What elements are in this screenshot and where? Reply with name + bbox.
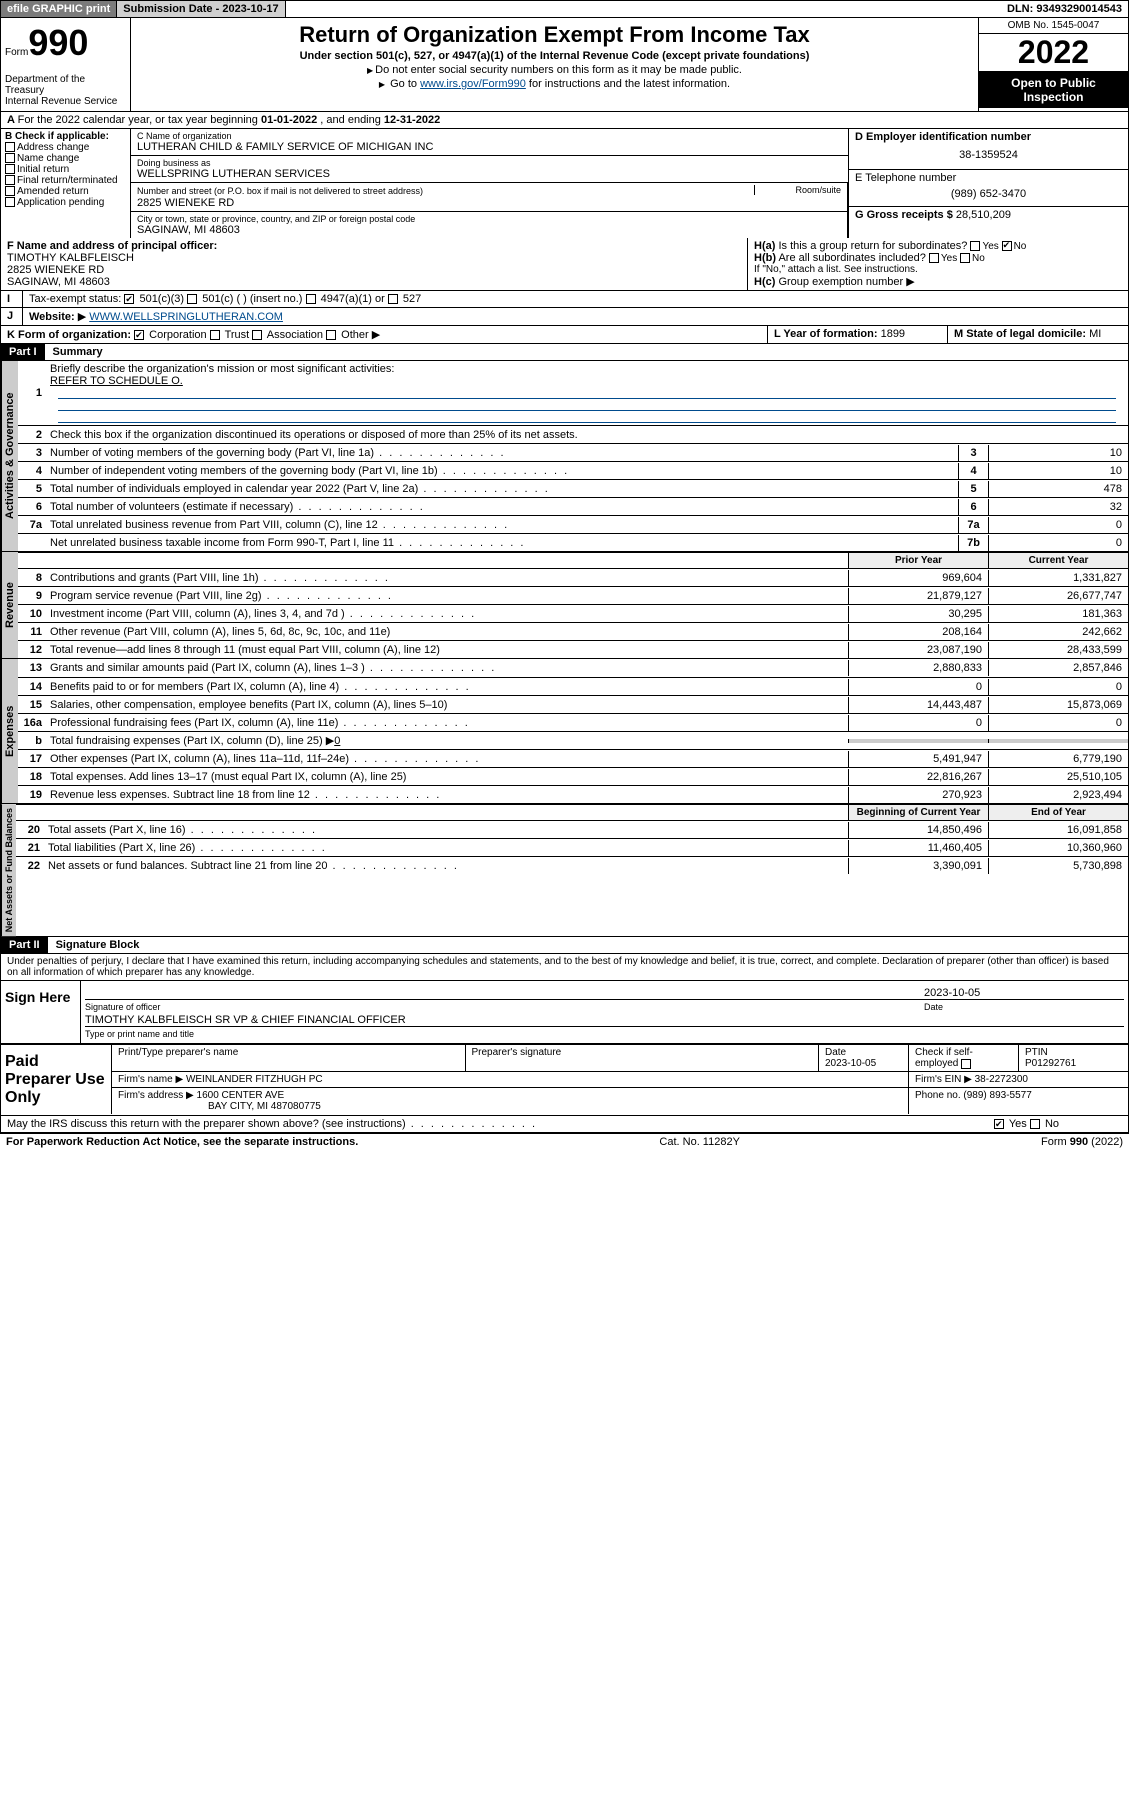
sign-here-block: Sign Here 2023-10-05 Signature of office…: [0, 981, 1129, 1044]
tax-year: 2022: [979, 34, 1128, 72]
mission-text: REFER TO SCHEDULE O.: [50, 375, 183, 387]
irs-link[interactable]: www.irs.gov/Form990: [420, 78, 526, 90]
v4: 10: [988, 463, 1128, 479]
v7a: 0: [988, 517, 1128, 533]
paid-preparer-block: Paid Preparer Use Only Print/Type prepar…: [0, 1044, 1129, 1116]
col-c-org-info: C Name of organization LUTHERAN CHILD & …: [131, 129, 848, 238]
website-note: Go to www.irs.gov/Form990 for instructio…: [139, 78, 970, 90]
efile-btn[interactable]: efile GRAPHIC print: [1, 1, 117, 17]
state-domicile: MI: [1089, 328, 1101, 340]
form-title: Return of Organization Exempt From Incom…: [139, 22, 970, 48]
ssn-note: Do not enter social security numbers on …: [139, 64, 970, 76]
part-ii-header: Part II Signature Block: [0, 937, 1129, 954]
v6: 32: [988, 499, 1128, 515]
col-b-checkboxes: B Check if applicable: Address change Na…: [1, 129, 131, 238]
part-i-header: Part I Summary: [0, 344, 1129, 361]
row-a-tax-year: A For the 2022 calendar year, or tax yea…: [0, 112, 1129, 129]
year-formed: 1899: [881, 328, 905, 340]
revenue-section: Revenue Prior YearCurrent Year 8Contribu…: [0, 552, 1129, 659]
activities-governance: Activities & Governance 1 Briefly descri…: [0, 361, 1129, 552]
v5: 478: [988, 481, 1128, 497]
submission-date: Submission Date - 2023-10-17: [117, 1, 285, 17]
vtab-expenses: Expenses: [1, 659, 18, 803]
org-address: 2825 WIENEKE RD: [137, 197, 841, 209]
discuss-row: May the IRS discuss this return with the…: [0, 1116, 1129, 1133]
ptin: P01292761: [1025, 1058, 1076, 1069]
v7b: 0: [988, 535, 1128, 551]
v3: 10: [988, 445, 1128, 461]
firm-name: WEINLANDER FITZHUGH PC: [186, 1074, 323, 1085]
form-subtitle: Under section 501(c), 527, or 4947(a)(1)…: [139, 50, 970, 62]
form-number: 990: [28, 22, 88, 63]
firm-ein: 38-2272300: [975, 1074, 1028, 1085]
vtab-netassets: Net Assets or Fund Balances: [1, 804, 16, 936]
public-inspection: Open to Public Inspection: [979, 72, 1128, 108]
vtab-activities: Activities & Governance: [1, 361, 18, 551]
officer-sig-name: TIMOTHY KALBFLEISCH SR VP & CHIEF FINANC…: [85, 1014, 406, 1026]
col-d-ein: D Employer identification number 38-1359…: [848, 129, 1128, 238]
page-footer: For Paperwork Reduction Act Notice, see …: [0, 1133, 1129, 1150]
net-assets-section: Net Assets or Fund Balances Beginning of…: [0, 804, 1129, 937]
org-city: SAGINAW, MI 48603: [137, 224, 841, 236]
form-header: Form990 Department of the Treasury Inter…: [0, 18, 1129, 112]
org-name: LUTHERAN CHILD & FAMILY SERVICE OF MICHI…: [137, 141, 842, 153]
firm-phone: (989) 893-5577: [963, 1090, 1031, 1101]
identification-block: B Check if applicable: Address change Na…: [0, 129, 1129, 238]
dln: DLN: 93493290014543: [1001, 1, 1128, 17]
dept-treasury: Department of the Treasury Internal Reve…: [5, 74, 126, 107]
top-bar: efile GRAPHIC print Submission Date - 20…: [0, 0, 1129, 18]
row-f-h: F Name and address of principal officer:…: [0, 238, 1129, 291]
dba-name: WELLSPRING LUTHERAN SERVICES: [137, 168, 842, 180]
form-word: Form: [5, 47, 28, 58]
omb-number: OMB No. 1545-0047: [979, 18, 1128, 34]
ein-value: 38-1359524: [855, 143, 1122, 167]
telephone: (989) 652-3470: [855, 184, 1122, 204]
row-k-l-m: K Form of organization: Corporation Trus…: [0, 326, 1129, 344]
gross-receipts: 28,510,209: [956, 209, 1011, 221]
org-website-link[interactable]: WWW.WELLSPRINGLUTHERAN.COM: [89, 311, 283, 323]
expenses-section: Expenses 13Grants and similar amounts pa…: [0, 659, 1129, 804]
officer-name: TIMOTHY KALBFLEISCH: [7, 252, 134, 264]
row-i-tax-status: I Tax-exempt status: 501(c)(3) 501(c) ( …: [0, 291, 1129, 308]
vtab-revenue: Revenue: [1, 552, 18, 658]
perjury-declaration: Under penalties of perjury, I declare th…: [0, 954, 1129, 981]
row-j-website: J Website: ▶ WWW.WELLSPRINGLUTHERAN.COM: [0, 308, 1129, 326]
